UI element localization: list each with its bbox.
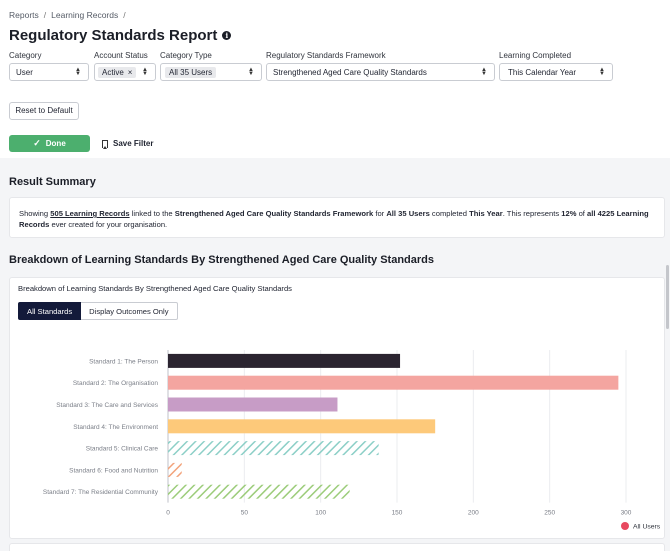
x-tick-label: 250 xyxy=(544,510,555,517)
learning-completed-select[interactable]: This Calendar Year ▲ ▼ xyxy=(499,63,613,81)
select-arrows-icon: ▲ ▼ xyxy=(142,67,148,77)
info-icon[interactable]: i xyxy=(222,31,232,40)
bar-standard-4[interactable] xyxy=(168,419,436,434)
framework-select[interactable]: Strengthened Aged Care Quality Standards… xyxy=(266,63,495,81)
tab-all-standards[interactable]: All Standards xyxy=(18,302,82,320)
x-tick-label: 300 xyxy=(621,510,632,517)
done-button[interactable]: ✓ Done xyxy=(9,135,90,152)
legend-label[interactable]: All Users xyxy=(633,524,661,531)
page-scrollbar[interactable] xyxy=(666,265,669,329)
breadcrumb-separator: / xyxy=(43,10,47,20)
next-card-edge xyxy=(9,543,665,551)
all-users-tag: All 35 Users xyxy=(165,66,217,78)
bar-standard-5[interactable] xyxy=(168,441,379,456)
category-value: User xyxy=(16,67,33,77)
save-filter-label: Save Filter xyxy=(113,139,154,148)
breadcrumb: Reports / Learning Records / xyxy=(9,10,131,20)
legend-dot[interactable] xyxy=(621,522,629,530)
select-arrows-icon: ▲ ▼ xyxy=(599,67,605,77)
bar-standard-3[interactable] xyxy=(168,397,338,412)
account-status-label: Account Status xyxy=(94,51,148,60)
breadcrumb-reports[interactable]: Reports xyxy=(9,10,39,20)
select-arrows-icon: ▲ ▼ xyxy=(75,67,81,77)
category-label: Standard 4: The Environment xyxy=(73,424,158,431)
framework-label: Regulatory Standards Framework xyxy=(266,51,386,60)
reset-to-default-button[interactable]: Reset to Default xyxy=(9,102,79,120)
learning-records-link[interactable]: 505 Learning Records xyxy=(50,209,130,218)
filter-panel: Reports / Learning Records / Regulatory Sta… xyxy=(0,0,670,158)
tab-display-outcomes-only[interactable]: Display Outcomes Only xyxy=(81,302,178,320)
remove-tag-icon[interactable]: × xyxy=(127,67,133,77)
account-status-select[interactable]: Active × ▲ ▼ xyxy=(94,63,156,81)
x-tick-label: 100 xyxy=(315,510,326,517)
bar-standard-1[interactable] xyxy=(168,353,401,368)
category-type-label: Category Type xyxy=(160,51,212,60)
category-label: Standard 7: The Residential Community xyxy=(43,489,159,496)
breakdown-chart-card: Breakdown of Learning Standards By Stren… xyxy=(9,277,665,539)
active-tag: Active × xyxy=(98,66,137,78)
save-filter-button[interactable]: Save Filter xyxy=(102,139,154,149)
x-tick-label: 200 xyxy=(468,510,479,517)
category-label: Standard 1: The Person xyxy=(89,358,158,365)
select-arrows-icon: ▲ ▼ xyxy=(248,67,254,77)
view-toggle: All Standards Display Outcomes Only xyxy=(18,302,178,320)
learning-completed-value: This Calendar Year xyxy=(508,67,577,77)
breakdown-heading: Breakdown of Learning Standards By Stren… xyxy=(9,254,435,266)
page-title-text: Regulatory Standards Report xyxy=(9,27,218,44)
select-arrows-icon: ▲ ▼ xyxy=(481,67,487,77)
result-summary-heading: Result Summary xyxy=(9,176,96,188)
x-tick-label: 150 xyxy=(392,510,403,517)
bar-standard-6[interactable] xyxy=(168,462,182,477)
category-type-select[interactable]: All 35 Users ▲ ▼ xyxy=(160,63,262,81)
done-label: Done xyxy=(45,139,66,148)
category-label: Standard 5: Clinical Care xyxy=(86,446,159,453)
category-label: Standard 3: The Care and Services xyxy=(56,402,159,409)
category-label: Standard 2: The Organisation xyxy=(73,380,159,387)
category-label: Category xyxy=(9,51,42,60)
breakdown-bar-chart: 0 50 100 150 200 250 300 Standard 1: The Person… xyxy=(43,350,661,531)
check-icon: ✓ xyxy=(33,138,41,148)
bar-standard-7[interactable] xyxy=(168,484,350,499)
x-tick-label: 0 xyxy=(166,510,170,517)
chart-subtitle: Breakdown of Learning Standards By Stren… xyxy=(18,284,292,293)
bookmark-icon xyxy=(102,139,108,149)
category-select[interactable]: User ▲ ▼ xyxy=(9,63,89,81)
x-tick-label: 50 xyxy=(241,510,249,517)
breadcrumb-separator: / xyxy=(123,10,126,20)
page-title: Regulatory Standards Report i xyxy=(9,27,232,44)
breadcrumb-learning-records[interactable]: Learning Records xyxy=(51,10,119,20)
result-summary-card: Showing 505 Learning Records linked to t… xyxy=(9,197,665,238)
category-label: Standard 6: Food and Nutrition xyxy=(69,467,158,474)
learning-completed-label: Learning Completed xyxy=(499,51,572,60)
framework-value: Strengthened Aged Care Quality Standards xyxy=(273,67,427,77)
bar-standard-2[interactable] xyxy=(168,375,619,390)
